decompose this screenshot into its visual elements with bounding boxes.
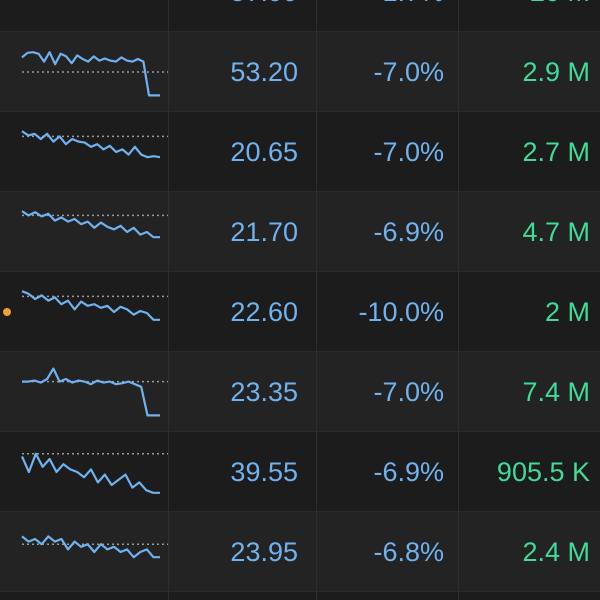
price-cell: 21.70 (230, 217, 298, 247)
change-cell: -6.9% (373, 457, 444, 487)
price-line (21, 51, 160, 97)
change-cell: -1.7% (318, 0, 444, 32)
price-cell: 39.55 (230, 457, 298, 487)
volume-cell: 2.7 M (522, 137, 590, 167)
volume-cell: 905.5 K (496, 457, 590, 487)
row-divider (0, 591, 600, 592)
price-line (21, 130, 161, 159)
alert-dot-icon (3, 308, 11, 316)
price-line (21, 535, 160, 559)
sparkline-chart (21, 130, 168, 159)
table-row[interactable]: 22.60 -10.0% 2 M (0, 272, 600, 352)
price-line (21, 210, 160, 239)
sparkline-chart (20, 452, 168, 494)
row-divider (0, 271, 600, 272)
price-cell: 22.60 (230, 297, 298, 327)
sparkline-chart (22, 367, 168, 417)
sparkline-chart (21, 535, 168, 559)
change-cell: -10.0% (358, 297, 444, 327)
sparkline-chart (21, 51, 168, 97)
sparkline-chart (21, 290, 168, 321)
row-divider (0, 351, 600, 352)
sparkline-chart (21, 210, 168, 239)
column-divider (458, 0, 459, 600)
change-cell: -7.0% (373, 377, 444, 407)
price-line (21, 290, 160, 321)
sparkline-chart (18, 0, 168, 32)
column-divider (168, 0, 169, 600)
volume-cell: 20 M (460, 0, 590, 32)
row-divider (0, 31, 600, 32)
change-cell: -6.9% (373, 217, 444, 247)
table-row[interactable]: 21.70 -6.9% 4.7 M (0, 192, 600, 272)
table-row[interactable]: 39.55 -6.9% 905.5 K (0, 432, 600, 512)
row-divider (0, 431, 600, 432)
change-cell: -7.0% (373, 137, 444, 167)
volume-cell: 2.9 M (522, 57, 590, 87)
price-cell: 23.95 (230, 537, 298, 567)
table-row[interactable]: 57.99 -1.7% 20 M (0, 0, 600, 32)
change-cell: -6.8% (373, 537, 444, 567)
price-cell: 57.99 (170, 0, 298, 32)
column-divider (316, 0, 317, 600)
row-divider (0, 111, 600, 112)
row-divider (0, 511, 600, 512)
table-row[interactable]: 23.35 -7.0% 7.4 M (0, 352, 600, 432)
price-line (20, 452, 160, 494)
row-divider (0, 191, 600, 192)
table-row[interactable]: 23.95 -6.8% 2.4 M (0, 512, 600, 592)
price-line (22, 367, 160, 417)
change-cell: -7.0% (373, 57, 444, 87)
volume-cell: 2 M (544, 297, 590, 327)
price-cell: 53.20 (230, 57, 298, 87)
volume-cell: 2.4 M (522, 537, 590, 567)
volume-cell: 7.4 M (522, 377, 590, 407)
volume-cell: 4.7 M (522, 217, 590, 247)
price-cell: 23.35 (230, 377, 298, 407)
price-cell: 20.65 (230, 137, 298, 167)
table-row[interactable]: 20.65 -7.0% 2.7 M (0, 112, 600, 192)
table-row[interactable]: 53.20 -7.0% 2.9 M (0, 32, 600, 112)
